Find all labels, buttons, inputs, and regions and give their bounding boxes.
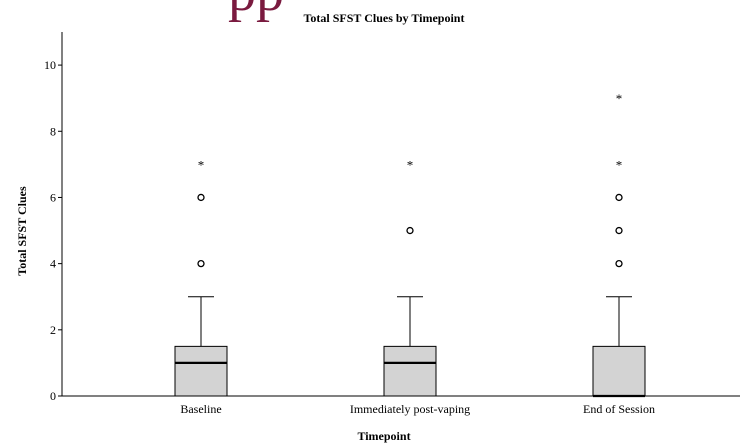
boxes: * * ** — [174, 91, 646, 398]
outlier-point — [197, 259, 205, 268]
cropped-header-text: pp — [228, 0, 284, 20]
extreme-point: * — [616, 91, 623, 106]
y-axis-label: Total SFST Clues — [15, 186, 29, 276]
y-tick-label: 6 — [50, 190, 56, 204]
box-iqr — [174, 345, 228, 397]
outlier-point — [615, 226, 623, 235]
x-axis-label: Timepoint — [357, 429, 410, 443]
outlier-point — [615, 259, 623, 268]
outlier-point — [197, 193, 205, 202]
box-iqr — [592, 345, 646, 397]
chart-title: Total SFST Clues by Timepoint — [304, 11, 465, 25]
extreme-point: * — [198, 157, 205, 172]
x-tick-label: Baseline — [180, 402, 221, 416]
extreme-point: * — [407, 157, 414, 172]
x-ticks: Baseline Immediately post-vaping End of Se… — [180, 402, 655, 416]
y-tick-label: 2 — [50, 323, 56, 337]
extreme-point: * — [616, 157, 623, 172]
box-group: ** — [592, 91, 646, 398]
outlier-point — [406, 226, 414, 235]
box-group: * — [383, 157, 437, 397]
outlier-point — [615, 193, 623, 202]
box-iqr — [383, 345, 437, 397]
x-tick-label: Immediately post-vaping — [350, 402, 470, 416]
x-tick-label: End of Session — [583, 402, 655, 416]
y-tick-label: 4 — [50, 257, 56, 271]
y-tick-label: 10 — [44, 58, 56, 72]
y-ticks: 0 2 4 6 8 10 — [44, 58, 62, 403]
y-tick-label: 8 — [50, 124, 56, 138]
y-tick-label: 0 — [50, 389, 56, 403]
box-group: * — [174, 157, 228, 397]
